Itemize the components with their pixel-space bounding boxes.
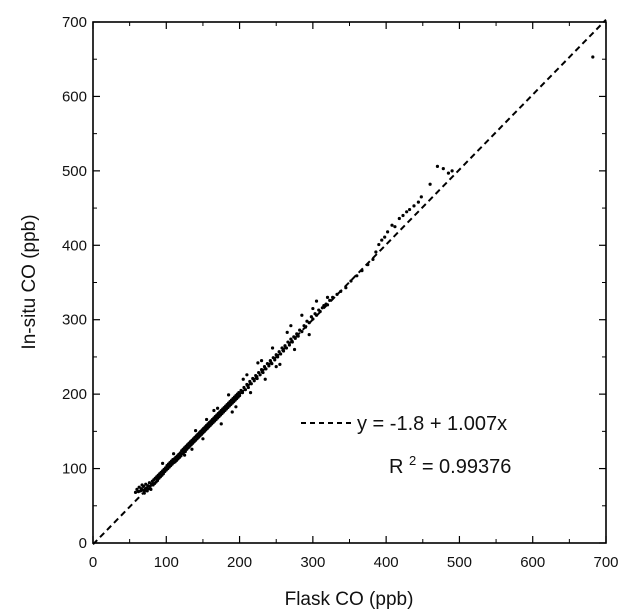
data-point-212 bbox=[393, 225, 397, 229]
data-point-223 bbox=[446, 171, 451, 175]
data-point-244 bbox=[307, 333, 311, 337]
data-point-240 bbox=[278, 362, 282, 366]
data-point-220 bbox=[428, 182, 432, 186]
data-point-249 bbox=[230, 410, 234, 414]
data-point-226 bbox=[161, 461, 165, 465]
y-tick-label-0: 0 bbox=[79, 535, 87, 552]
data-point-196 bbox=[328, 298, 332, 302]
data-point-221 bbox=[435, 164, 440, 168]
x-tick-label-7: 700 bbox=[593, 554, 618, 571]
data-point-210 bbox=[386, 230, 390, 234]
r2-annotation: R 2 = 0.99376 bbox=[389, 448, 511, 478]
y-tick-label-2: 200 bbox=[62, 386, 87, 403]
data-point-211 bbox=[390, 223, 394, 227]
x-tick-label-6: 600 bbox=[520, 554, 545, 571]
data-point-206 bbox=[374, 250, 378, 254]
data-point-235 bbox=[241, 377, 245, 381]
points-layer bbox=[133, 55, 595, 495]
data-point-218 bbox=[416, 200, 420, 204]
x-tick-label-3: 300 bbox=[300, 554, 325, 571]
data-point-233 bbox=[226, 393, 231, 397]
data-point-251 bbox=[259, 359, 264, 363]
data-point-222 bbox=[441, 167, 445, 171]
data-point-207 bbox=[377, 242, 381, 247]
data-point-181 bbox=[300, 330, 304, 334]
plot-frame bbox=[92, 21, 607, 544]
data-point-246 bbox=[190, 447, 194, 451]
r-squared-value: = 0.99376 bbox=[422, 456, 512, 478]
r-squared-superscript: 2 bbox=[409, 453, 416, 468]
y-tick-label-7: 700 bbox=[62, 14, 87, 31]
y-tick-label-4: 400 bbox=[62, 237, 87, 254]
data-point-153 bbox=[258, 373, 262, 377]
data-point-219 bbox=[419, 195, 423, 199]
data-point-201 bbox=[349, 279, 353, 283]
y-tick-label-6: 600 bbox=[62, 88, 87, 105]
data-point-163 bbox=[273, 358, 277, 362]
fit-legend: y = -1.8 + 1.007x bbox=[301, 413, 507, 435]
data-point-245 bbox=[314, 299, 319, 303]
data-point-8 bbox=[141, 484, 146, 489]
data-point-255 bbox=[325, 295, 330, 299]
x-tick-label-1: 100 bbox=[154, 554, 179, 571]
data-point-248 bbox=[215, 406, 220, 410]
data-point-237 bbox=[256, 361, 260, 365]
data-point-229 bbox=[194, 429, 198, 433]
data-point-177 bbox=[293, 336, 297, 340]
data-point-242 bbox=[292, 347, 297, 352]
y-tick-label-1: 100 bbox=[62, 461, 87, 478]
x-tick-label-2: 200 bbox=[227, 554, 252, 571]
data-point-243 bbox=[300, 313, 304, 317]
data-point-241 bbox=[285, 330, 289, 334]
x-tick-label-5: 500 bbox=[447, 554, 472, 571]
data-point-239 bbox=[270, 346, 275, 350]
data-point-252 bbox=[274, 365, 278, 369]
data-point-247 bbox=[204, 417, 209, 422]
data-point-173 bbox=[287, 343, 292, 347]
y-tick-label-3: 300 bbox=[62, 312, 87, 329]
data-point-231 bbox=[212, 408, 216, 413]
r-squared-symbol: R bbox=[389, 456, 403, 478]
data-point-232 bbox=[219, 422, 223, 426]
data-point-228 bbox=[183, 453, 187, 457]
x-tick-label-4: 400 bbox=[374, 554, 399, 571]
y-tick-label-5: 500 bbox=[62, 163, 87, 180]
data-point-18 bbox=[149, 487, 153, 492]
x-axis-title: Flask CO (ppb) bbox=[285, 589, 414, 610]
data-point-234 bbox=[234, 405, 238, 409]
data-point-139 bbox=[237, 394, 242, 398]
data-point-208 bbox=[380, 238, 384, 242]
x-tick-label-0: 0 bbox=[89, 554, 97, 571]
data-point-214 bbox=[401, 213, 405, 218]
data-point-253 bbox=[289, 324, 293, 328]
data-point-213 bbox=[397, 216, 401, 221]
data-point-0 bbox=[133, 490, 138, 494]
data-point-250 bbox=[245, 373, 249, 377]
data-point-238 bbox=[263, 377, 267, 381]
r-squared-label: R 2 = 0.99376 bbox=[389, 448, 511, 478]
data-point-215 bbox=[405, 210, 409, 214]
ticks-layer: 0 100 200 300 400 500 600 700 0 100 200 300 400 500 60… bbox=[62, 14, 619, 571]
fit-equation-label: y = -1.8 + 1.007x bbox=[357, 413, 507, 435]
fit-line bbox=[92, 18, 607, 546]
data-point-143 bbox=[243, 388, 248, 392]
data-point-217 bbox=[412, 204, 416, 208]
data-point-230 bbox=[201, 437, 205, 441]
data-point-216 bbox=[407, 207, 412, 212]
data-point-254 bbox=[311, 306, 315, 311]
data-point-209 bbox=[383, 235, 387, 239]
data-point-167 bbox=[279, 352, 283, 356]
data-point-224 bbox=[450, 169, 454, 173]
data-point-225 bbox=[591, 55, 595, 59]
y-axis-title: In-situ CO (ppb) bbox=[19, 214, 40, 349]
data-point-227 bbox=[172, 452, 176, 456]
data-point-236 bbox=[248, 391, 253, 395]
